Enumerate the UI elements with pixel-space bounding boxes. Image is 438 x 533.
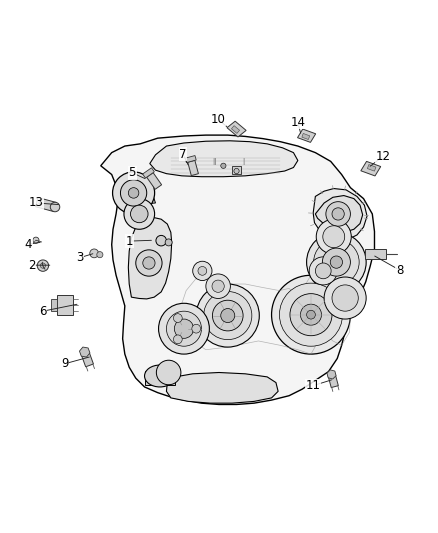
Polygon shape <box>327 370 336 379</box>
Circle shape <box>196 284 259 347</box>
Circle shape <box>198 266 207 275</box>
Text: 3: 3 <box>76 251 83 264</box>
Circle shape <box>204 292 252 340</box>
Polygon shape <box>79 347 90 357</box>
Circle shape <box>90 249 99 258</box>
Polygon shape <box>313 189 367 240</box>
Circle shape <box>97 252 103 258</box>
Circle shape <box>165 239 172 246</box>
Circle shape <box>206 274 230 298</box>
Polygon shape <box>315 196 363 232</box>
Circle shape <box>315 263 331 279</box>
Circle shape <box>212 280 224 292</box>
Text: 11: 11 <box>306 379 321 392</box>
Polygon shape <box>231 126 240 133</box>
Circle shape <box>314 239 359 285</box>
Text: 7: 7 <box>179 148 187 161</box>
Text: 1: 1 <box>126 235 134 248</box>
Polygon shape <box>51 300 57 311</box>
Polygon shape <box>57 295 73 315</box>
Circle shape <box>323 226 345 248</box>
Circle shape <box>290 294 332 336</box>
Circle shape <box>322 248 350 276</box>
Circle shape <box>272 275 350 354</box>
Circle shape <box>212 300 243 331</box>
Polygon shape <box>302 133 310 140</box>
Circle shape <box>173 314 182 322</box>
Circle shape <box>316 219 351 254</box>
Polygon shape <box>101 135 374 405</box>
Circle shape <box>221 163 226 168</box>
Polygon shape <box>143 168 154 178</box>
Circle shape <box>307 310 315 319</box>
Circle shape <box>156 236 166 246</box>
Circle shape <box>324 277 366 319</box>
Text: 9: 9 <box>61 357 69 370</box>
Circle shape <box>159 303 209 354</box>
Circle shape <box>124 199 155 229</box>
Text: 6: 6 <box>39 305 47 318</box>
Circle shape <box>307 232 366 292</box>
Circle shape <box>332 285 358 311</box>
Circle shape <box>131 205 148 223</box>
Circle shape <box>113 172 155 214</box>
Text: 14: 14 <box>290 116 305 129</box>
Circle shape <box>156 360 181 385</box>
Polygon shape <box>188 160 198 175</box>
Polygon shape <box>367 165 376 171</box>
Circle shape <box>174 319 194 338</box>
Circle shape <box>192 324 201 333</box>
Circle shape <box>143 257 155 269</box>
Circle shape <box>128 188 139 198</box>
Polygon shape <box>150 141 298 177</box>
Polygon shape <box>125 197 155 205</box>
Text: 2: 2 <box>28 259 35 272</box>
Polygon shape <box>145 371 175 385</box>
Text: I: I <box>242 158 244 167</box>
Polygon shape <box>185 156 196 163</box>
Text: 12: 12 <box>376 150 391 163</box>
Circle shape <box>330 256 343 268</box>
Circle shape <box>50 203 60 212</box>
Polygon shape <box>297 129 316 142</box>
Circle shape <box>309 257 337 285</box>
Circle shape <box>173 335 182 344</box>
Text: 8: 8 <box>396 263 403 277</box>
Ellipse shape <box>145 365 175 387</box>
Circle shape <box>332 208 344 220</box>
Circle shape <box>193 261 212 280</box>
Polygon shape <box>361 161 381 176</box>
Circle shape <box>300 304 321 325</box>
Polygon shape <box>365 249 386 260</box>
Text: 10: 10 <box>211 113 226 126</box>
Polygon shape <box>147 173 162 189</box>
Circle shape <box>120 180 147 206</box>
Bar <box>232 166 241 174</box>
Circle shape <box>279 283 343 346</box>
Circle shape <box>37 260 49 271</box>
Circle shape <box>33 237 39 243</box>
Circle shape <box>221 309 235 322</box>
Circle shape <box>326 201 350 226</box>
Polygon shape <box>328 374 338 387</box>
Polygon shape <box>35 198 56 212</box>
Text: II: II <box>212 158 217 167</box>
Text: 4: 4 <box>25 238 32 251</box>
Circle shape <box>136 250 162 276</box>
Polygon shape <box>166 373 278 403</box>
Circle shape <box>234 168 239 174</box>
Polygon shape <box>81 351 93 367</box>
Text: 5: 5 <box>129 166 136 179</box>
Text: 13: 13 <box>28 197 43 209</box>
Polygon shape <box>128 217 172 299</box>
Circle shape <box>166 311 201 346</box>
Circle shape <box>40 263 46 268</box>
Polygon shape <box>227 121 246 137</box>
